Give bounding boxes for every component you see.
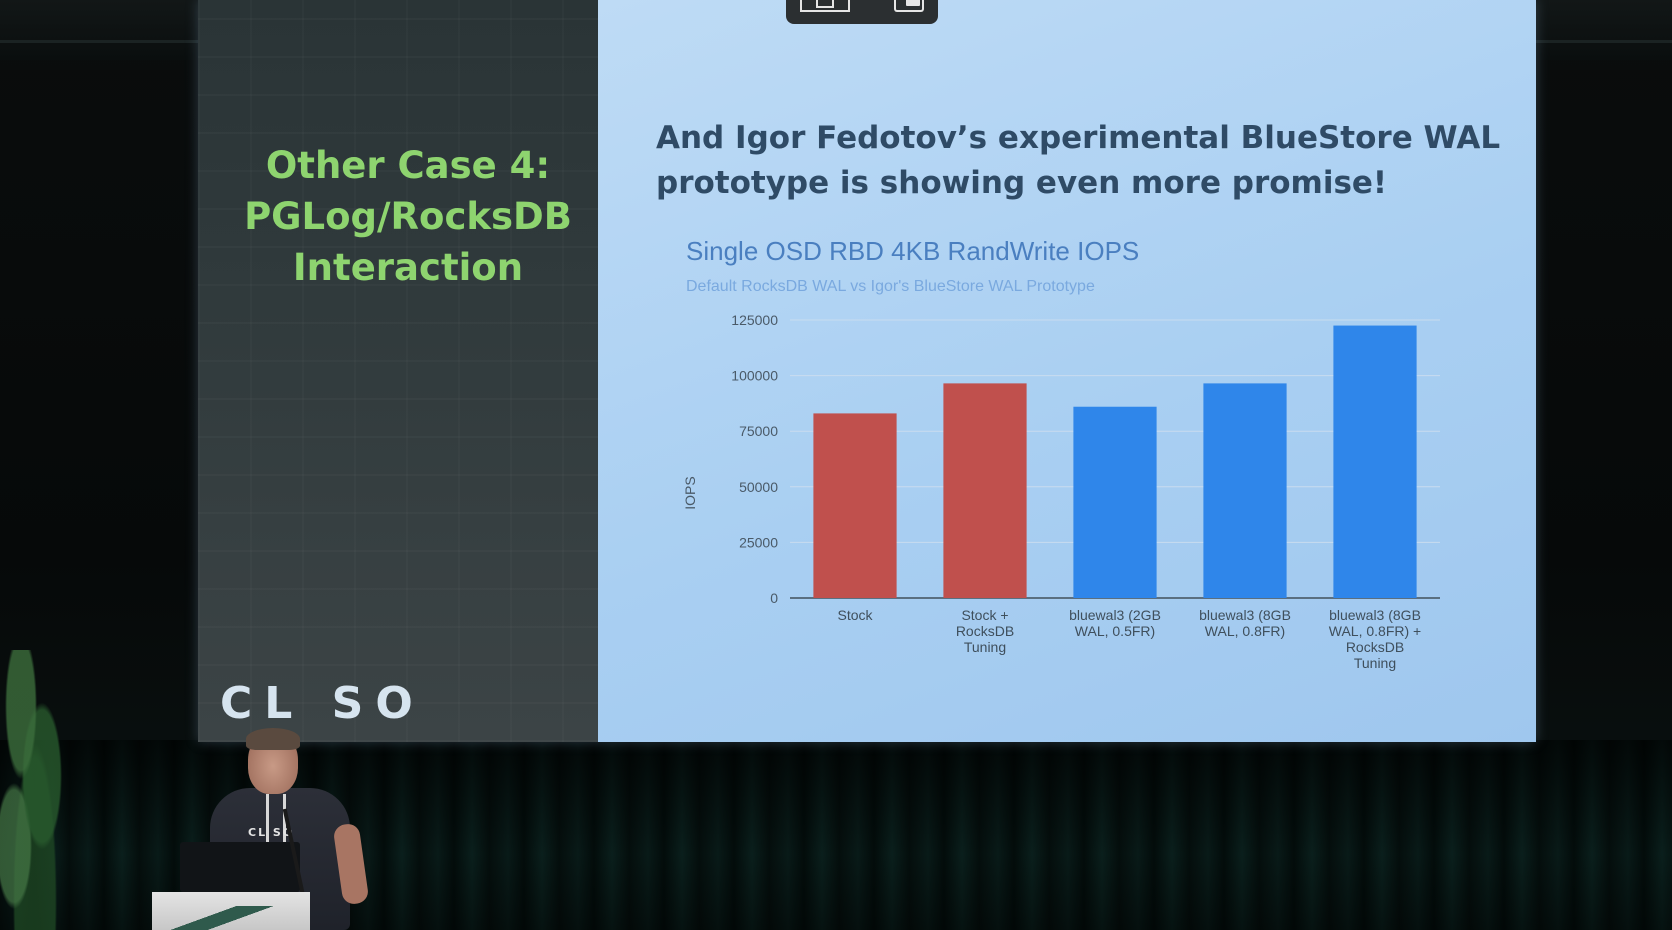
laptop <box>180 842 300 892</box>
y-tick-label: 50000 <box>739 479 778 495</box>
podium <box>152 892 310 930</box>
y-tick-label: 125000 <box>731 312 778 328</box>
x-tick-label: bluewal3 (8GB <box>1329 607 1421 623</box>
slide-title: And Igor Fedotov’s experimental BlueStor… <box>656 116 1516 206</box>
video-player-controls[interactable] <box>786 0 938 24</box>
slide-left-panel: Other Case 4: PGLog/RocksDB Interaction … <box>198 0 598 742</box>
x-tick-label: Tuning <box>964 639 1006 655</box>
x-tick-label: WAL, 0.8FR) + <box>1329 623 1421 639</box>
x-tick-label: Stock + <box>961 607 1008 623</box>
y-axis-label: IOPS <box>682 476 698 509</box>
case-title: Other Case 4: PGLog/RocksDB Interaction <box>218 140 598 293</box>
case-title-line: Interaction <box>292 246 524 289</box>
miniplayer-icon[interactable] <box>894 0 924 12</box>
x-tick-label: RocksDB <box>1346 639 1404 655</box>
x-tick-label: RocksDB <box>956 623 1014 639</box>
x-tick-label: Stock <box>837 607 873 623</box>
plant-decoration <box>0 650 70 930</box>
slide-title-line: And Igor Fedotov’s experimental BlueStor… <box>656 120 1501 156</box>
case-title-line: Other Case 4: <box>265 144 551 187</box>
case-title-line: PGLog/RocksDB <box>244 195 572 238</box>
bar <box>943 383 1027 598</box>
bar <box>813 413 897 598</box>
bar <box>1203 383 1287 598</box>
chart-subtitle: Default RocksDB WAL vs Igor's BlueStore … <box>686 278 1095 295</box>
slide-right-panel: And Igor Fedotov’s experimental BlueStor… <box>598 0 1536 742</box>
x-tick-label: bluewal3 (8GB <box>1199 607 1291 623</box>
bar <box>1073 406 1157 598</box>
y-tick-label: 75000 <box>739 423 778 439</box>
shirt-logo: CL SO <box>248 826 295 839</box>
bar <box>1333 325 1417 598</box>
x-tick-label: bluewal3 (2GB <box>1069 607 1161 623</box>
y-tick-label: 25000 <box>739 534 778 550</box>
chart-title: Single OSD RBD 4KB RandWrite IOPS <box>686 236 1140 266</box>
y-tick-label: 100000 <box>731 368 778 384</box>
bar-chart: 0 25000 50000 75000 100000 125000 IOPS Stock Sto… <box>682 312 1440 671</box>
slide-title-line: prototype is showing even more promise! <box>656 165 1388 201</box>
clyso-logo: CL SO <box>220 678 425 729</box>
panel-texture <box>198 0 598 742</box>
x-tick-label: WAL, 0.5FR) <box>1075 623 1155 639</box>
projection-screen: Other Case 4: PGLog/RocksDB Interaction … <box>198 0 1536 742</box>
x-tick-label: WAL, 0.8FR) <box>1205 623 1285 639</box>
speaker-hair <box>246 728 300 750</box>
picture-in-picture-icon[interactable] <box>800 0 850 12</box>
x-tick-label: Tuning <box>1354 655 1396 671</box>
y-tick-label: 0 <box>770 590 778 606</box>
